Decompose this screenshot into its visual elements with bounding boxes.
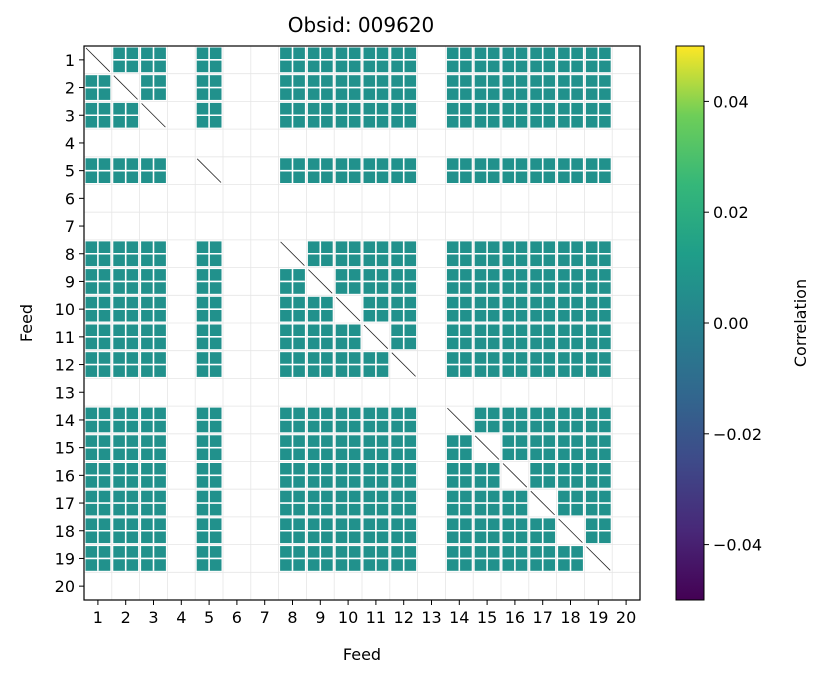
x-tick-label: 14 — [449, 608, 469, 627]
diagonal-segment — [586, 546, 611, 571]
x-tick-label: 18 — [560, 608, 580, 627]
x-tick-label: 1 — [93, 608, 103, 627]
diagonal-segment — [141, 103, 166, 128]
colorbar-tick-label: 0.02 — [713, 203, 749, 222]
x-tick-label: 7 — [260, 608, 270, 627]
y-tick-label: 6 — [65, 189, 75, 208]
y-tick-label: 12 — [55, 356, 75, 375]
colorbar-label: Correlation — [791, 279, 810, 367]
x-tick-label: 17 — [533, 608, 553, 627]
colorbar-ticks: 0.04 0.02 0.00 −0.02 −0.04 — [704, 92, 762, 555]
y-tick-label: 15 — [55, 439, 75, 458]
y-tick-label: 1 — [65, 51, 75, 70]
y-tick-label: 20 — [55, 577, 75, 596]
y-tick-label: 16 — [55, 466, 75, 485]
diagonal-segment — [85, 47, 111, 72]
y-tick-label: 14 — [55, 411, 75, 430]
x-axis-ticks: 1 2 3 4 5 6 7 8 9 10 11 12 13 14 15 16 17 18 19 20 — [93, 600, 636, 627]
x-tick-label: 11 — [366, 608, 386, 627]
y-tick-label: 18 — [55, 522, 75, 541]
y-tick-label: 3 — [65, 106, 75, 125]
x-tick-label: 19 — [588, 608, 608, 627]
x-tick-label: 5 — [204, 608, 214, 627]
heatmap-grid — [84, 46, 640, 600]
y-tick-label: 8 — [65, 245, 75, 264]
diagonal-segment — [391, 352, 416, 377]
diagonal-segment — [280, 241, 305, 266]
y-tick-label: 11 — [55, 328, 75, 347]
plot-frame — [83, 45, 641, 601]
x-tick-label: 6 — [232, 608, 242, 627]
colorbar-tick-label: −0.02 — [713, 425, 762, 444]
x-tick-label: 9 — [315, 608, 325, 627]
x-tick-label: 13 — [421, 608, 441, 627]
diagonal-segment — [196, 158, 222, 183]
x-tick-label: 16 — [505, 608, 525, 627]
y-tick-label: 7 — [65, 217, 75, 236]
y-tick-label: 10 — [55, 300, 75, 319]
x-axis-label: Feed — [343, 645, 381, 664]
x-tick-label: 2 — [121, 608, 131, 627]
x-tick-label: 12 — [394, 608, 414, 627]
diagonal-segment — [113, 75, 138, 100]
y-tick-label: 17 — [55, 494, 75, 513]
colorbar-tick-label: 0.00 — [713, 314, 749, 333]
diagonal-segment — [447, 407, 472, 433]
y-tick-label: 19 — [55, 549, 75, 568]
y-tick-label: 4 — [65, 134, 75, 153]
x-tick-label: 3 — [148, 608, 158, 627]
y-tick-label: 9 — [65, 272, 75, 291]
y-tick-label: 2 — [65, 79, 75, 98]
x-tick-label: 8 — [287, 608, 297, 627]
x-tick-label: 15 — [477, 608, 497, 627]
x-tick-label: 20 — [616, 608, 636, 627]
diagonal-segment — [530, 490, 555, 516]
y-tick-label: 5 — [65, 162, 75, 181]
y-tick-label: 13 — [55, 383, 75, 402]
colorbar-tick-label: 0.04 — [713, 92, 749, 111]
heatmap-cells — [85, 47, 611, 571]
diagonal-segment — [335, 297, 361, 322]
y-axis-label: Feed — [17, 304, 36, 342]
x-tick-label: 4 — [176, 608, 186, 627]
diagonal-segment — [308, 269, 333, 294]
diagonal-segment — [502, 463, 528, 488]
chart-title: Obsid: 009620 — [288, 13, 435, 37]
colorbar-tick-label: −0.04 — [713, 536, 762, 555]
heatmap-diagonal — [85, 47, 611, 571]
colorbar — [675, 45, 705, 601]
diagonal-segment — [474, 435, 500, 460]
diagonal-segment — [363, 324, 389, 349]
diagonal-segment — [558, 518, 583, 543]
x-tick-label: 10 — [338, 608, 358, 627]
